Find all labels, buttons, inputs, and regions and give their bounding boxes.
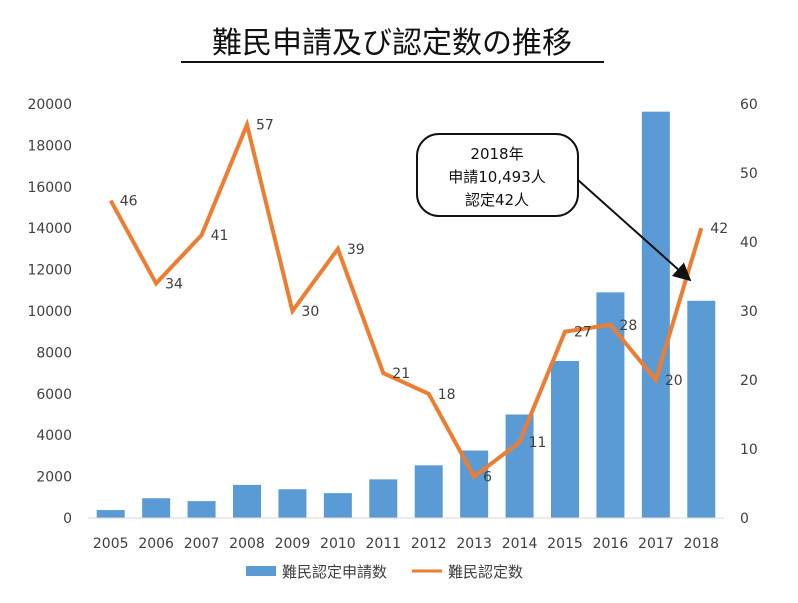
legend-label-bars: 難民認定申請数 — [282, 563, 387, 581]
legend: 難民認定申請数 難民認定数 — [246, 563, 523, 581]
x-tick-label: 2015 — [547, 536, 583, 552]
line-data-label: 42 — [710, 221, 728, 237]
line-data-label: 6 — [483, 470, 492, 486]
line-data-label: 34 — [165, 276, 183, 292]
right-axis: 0 10 20 30 40 50 60 — [740, 97, 758, 527]
x-tick-label: 2011 — [365, 536, 401, 552]
bar — [278, 489, 307, 518]
x-tick-label: 2013 — [456, 536, 492, 552]
y-left-tick-label: 4000 — [36, 428, 72, 444]
y-right-tick-label: 10 — [740, 442, 758, 458]
x-tick-label: 2014 — [502, 536, 538, 552]
x-tick-label: 2010 — [320, 536, 356, 552]
bar — [687, 300, 716, 518]
line-data-labels: 46 34 41 57 30 39 21 18 6 11 27 28 20 42 — [120, 118, 728, 486]
line-data-label: 27 — [574, 325, 592, 341]
line-data-label: 20 — [665, 373, 683, 389]
bar — [96, 510, 125, 518]
y-left-tick-label: 20000 — [27, 97, 72, 113]
y-right-tick-label: 20 — [740, 373, 758, 389]
bar — [414, 465, 443, 518]
y-left-tick-label: 8000 — [36, 345, 72, 361]
bar — [323, 493, 352, 518]
y-left-tick-label: 18000 — [27, 138, 72, 154]
line-data-label: 28 — [619, 318, 637, 334]
bar — [233, 484, 261, 518]
x-tick-label: 2012 — [411, 536, 447, 552]
x-tick-label: 2006 — [138, 536, 174, 552]
line-path — [108, 118, 704, 480]
y-left-tick-label: 0 — [63, 511, 72, 527]
line-series — [108, 118, 704, 480]
legend-swatch-bars — [246, 566, 276, 576]
y-right-tick-label: 60 — [740, 97, 758, 113]
bar — [596, 292, 625, 518]
line-data-label: 39 — [347, 242, 365, 258]
legend-label-line: 難民認定数 — [448, 563, 523, 581]
annotation-line-1: 2018年 — [470, 145, 523, 163]
y-left-tick-label: 16000 — [27, 180, 72, 196]
bar — [142, 498, 171, 518]
bar — [551, 360, 579, 518]
y-left-tick-label: 12000 — [27, 263, 72, 279]
y-left-tick-label: 2000 — [36, 470, 72, 486]
line-data-label: 21 — [392, 366, 410, 382]
bar-series — [96, 111, 716, 519]
line-data-label: 30 — [301, 304, 319, 320]
y-left-tick-label: 14000 — [27, 221, 72, 237]
line-data-label: 18 — [438, 387, 456, 403]
y-right-tick-label: 40 — [740, 235, 758, 251]
y-right-tick-label: 30 — [740, 304, 758, 320]
annotation-line-2: 申請10,493人 — [448, 168, 546, 186]
x-tick-label: 2016 — [593, 536, 629, 552]
line-data-label: 57 — [256, 118, 274, 134]
left-axis: 0 2000 4000 6000 8000 10000 12000 14000 16000 180… — [27, 97, 72, 527]
line-data-label: 41 — [211, 228, 229, 244]
line-data-label: 11 — [529, 435, 547, 451]
annotation-arrow — [577, 179, 692, 282]
y-right-tick-label: 50 — [740, 166, 758, 182]
x-tick-label: 2009 — [275, 536, 311, 552]
y-left-tick-label: 6000 — [36, 387, 72, 403]
x-tick-label: 2018 — [683, 536, 719, 552]
annotation-callout: 2018年 申請10,493人 認定42人 — [416, 133, 692, 282]
bar — [505, 414, 534, 518]
bar — [369, 479, 398, 518]
annotation-box — [416, 133, 579, 217]
bar — [187, 501, 216, 518]
y-right-tick-label: 0 — [740, 511, 749, 527]
x-tick-label: 2007 — [184, 536, 220, 552]
x-tick-label: 2008 — [229, 536, 265, 552]
line-data-label: 46 — [120, 194, 138, 210]
x-tick-label: 2017 — [638, 536, 674, 552]
y-left-tick-label: 10000 — [27, 304, 72, 320]
x-axis: 2005 2006 2007 2008 2009 2010 2011 2012 2013 2014… — [93, 536, 719, 552]
chart-title: 難民申請及び認定数の推移 — [212, 26, 572, 61]
annotation-line-3: 認定42人 — [465, 191, 529, 209]
x-tick-label: 2005 — [93, 536, 129, 552]
bar — [641, 111, 670, 519]
